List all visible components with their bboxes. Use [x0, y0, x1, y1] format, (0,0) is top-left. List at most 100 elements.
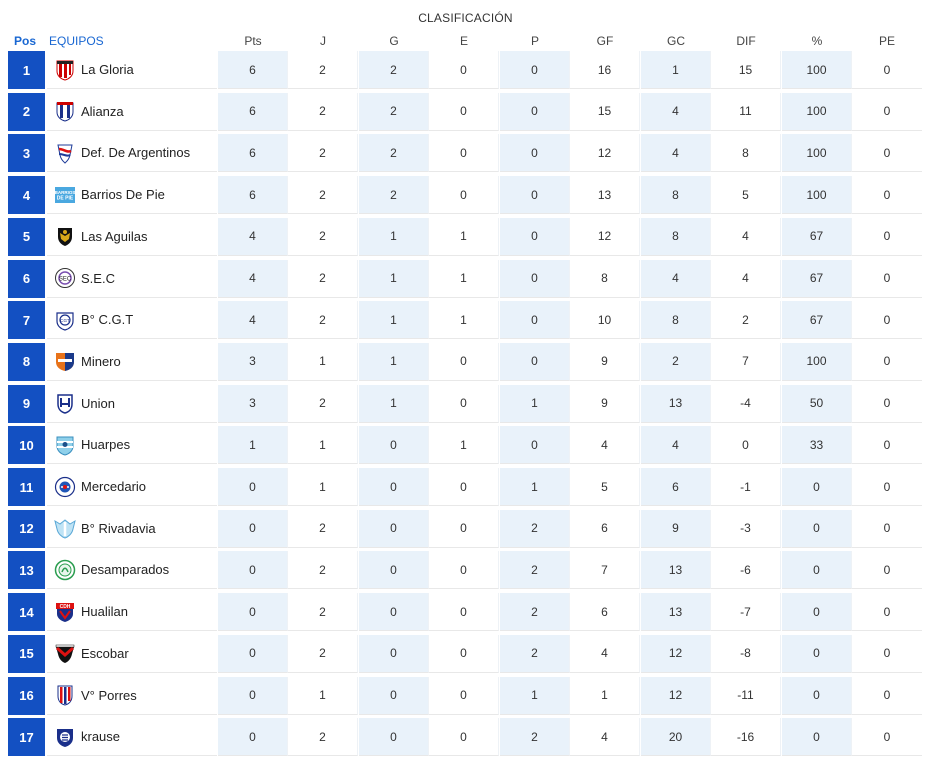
- escobar-crest-icon: [54, 642, 76, 664]
- team-cell[interactable]: V° Porres: [47, 677, 217, 715]
- team-cell[interactable]: Union: [47, 385, 217, 423]
- team-name: La Gloria: [81, 62, 134, 77]
- la-gloria-crest-icon: [54, 59, 76, 81]
- cell-pe: 0: [852, 635, 922, 673]
- mercedario-crest-icon: [54, 476, 76, 498]
- cell-p: 0: [500, 426, 570, 465]
- cell-dif: 0: [711, 426, 781, 465]
- cell-pts: 0: [218, 634, 288, 673]
- cell-p: 2: [500, 509, 570, 548]
- cell-e: 0: [429, 634, 499, 673]
- cell-j: 2: [288, 593, 358, 632]
- cell-g: 0: [359, 718, 429, 757]
- team-cell[interactable]: SEC S.E.C: [47, 260, 217, 298]
- team-cell[interactable]: Mercedario: [47, 468, 217, 506]
- table-row: 6 SEC S.E.C 4 2 1 1 0 8 4 4 67 0: [0, 259, 931, 298]
- cell-pts: 0: [218, 718, 288, 757]
- cell-pe: 0: [852, 468, 922, 506]
- header-pct[interactable]: %: [811, 34, 823, 48]
- team-name: Hualilan: [81, 604, 128, 620]
- header-g[interactable]: G: [389, 34, 399, 48]
- header-team[interactable]: EQUIPOS: [49, 34, 104, 48]
- team-name: Minero: [81, 353, 121, 369]
- cell-pe: 0: [852, 343, 922, 381]
- team-cell[interactable]: Escobar: [47, 635, 217, 673]
- cell-pct: 0: [782, 676, 852, 715]
- cell-j: 2: [288, 134, 358, 173]
- cell-e: 1: [429, 217, 499, 256]
- team-cell[interactable]: BARRIOS DE PIE Barrios De Pie: [47, 176, 217, 215]
- team-cell[interactable]: Huarpes: [47, 426, 217, 465]
- cell-pct: 0: [782, 593, 852, 632]
- cell-dif: -1: [711, 468, 781, 506]
- team-cell[interactable]: Desamparados: [47, 551, 217, 590]
- cell-gf: 7: [570, 551, 640, 590]
- team-cell[interactable]: Las Aguilas: [47, 218, 217, 256]
- table-row: 8 Minero 3 1 1 0 0 9 2 7 100 0: [0, 342, 931, 381]
- team-cell[interactable]: Minero: [47, 343, 217, 381]
- team-cell[interactable]: krause: [47, 718, 217, 757]
- cell-gf: 16: [570, 51, 640, 89]
- header-pts[interactable]: Pts: [244, 34, 262, 48]
- header-gc[interactable]: GC: [667, 34, 685, 48]
- table-row: 12 B° Rivadavia 0 2 0 0 2 6 9 -3 0 0: [0, 509, 931, 548]
- header-pos[interactable]: Pos: [14, 34, 37, 48]
- cell-e: 0: [429, 468, 499, 506]
- table-header: Pos EQUIPOS Pts J G E P GF GC DIF % PE: [0, 33, 931, 49]
- cell-dif: -3: [711, 509, 781, 548]
- cell-pts: 4: [218, 217, 288, 256]
- team-cell[interactable]: La Gloria: [47, 51, 217, 89]
- team-name: Def. De Argentinos: [81, 145, 191, 161]
- cell-e: 0: [429, 551, 499, 590]
- team-cell[interactable]: CDH Hualilan: [47, 593, 217, 632]
- cell-gf: 13: [570, 176, 640, 215]
- cell-dif: 2: [711, 301, 781, 340]
- cell-e: 1: [429, 301, 499, 340]
- header-e[interactable]: E: [459, 34, 468, 48]
- header-dif[interactable]: DIF: [736, 34, 756, 48]
- cell-g: 0: [359, 634, 429, 673]
- cell-j: 1: [288, 468, 358, 506]
- table-row: 1 La Gloria 6 2 2 0 0 16 1 15 100 0: [0, 51, 931, 89]
- cell-dif: -11: [711, 676, 781, 715]
- position-badge: 11: [8, 468, 45, 506]
- position-badge: 17: [8, 718, 45, 757]
- header-gf[interactable]: GF: [596, 34, 614, 48]
- team-cell[interactable]: Def. De Argentinos: [47, 134, 217, 173]
- cell-pe: 0: [852, 718, 922, 757]
- header-p[interactable]: P: [530, 34, 539, 48]
- team-cell[interactable]: Alianza: [47, 93, 217, 131]
- table-title: CLASIFICACIÓN: [418, 11, 513, 25]
- header-j[interactable]: J: [320, 34, 326, 48]
- team-name: Las Aguilas: [81, 228, 148, 244]
- cell-e: 1: [429, 426, 499, 465]
- cell-pts: 6: [218, 92, 288, 131]
- team-name: Alianza: [81, 103, 124, 119]
- cell-p: 0: [500, 342, 570, 381]
- cell-gf: 4: [570, 718, 640, 757]
- team-cell[interactable]: CGT B° C.G.T: [47, 301, 217, 340]
- cell-j: 2: [288, 92, 358, 131]
- svg-text:DE PIE: DE PIE: [57, 195, 74, 201]
- team-cell[interactable]: B° Rivadavia: [47, 510, 217, 548]
- cell-pct: 33: [782, 426, 852, 465]
- position-badge: 10: [8, 426, 45, 465]
- cell-pts: 0: [218, 468, 288, 506]
- header-pe[interactable]: PE: [878, 34, 895, 48]
- cell-dif: 5: [711, 176, 781, 215]
- cell-pe: 0: [852, 385, 922, 423]
- cell-dif: 4: [711, 217, 781, 256]
- table-row: 17 krause 0 2 0 0 2 4 20 -16 0 0: [0, 718, 931, 757]
- table-row: 16 V° Porres 0 1 0 0 1 1 12 -11 0 0: [0, 676, 931, 715]
- cell-p: 0: [500, 51, 570, 89]
- table-row: 3 Def. De Argentinos 6 2 2 0 0 12 4 8 100 0: [0, 134, 931, 173]
- cell-j: 2: [288, 301, 358, 340]
- svg-text:CGT: CGT: [60, 318, 70, 323]
- cell-dif: 4: [711, 259, 781, 298]
- cell-gc: 9: [641, 509, 711, 548]
- cell-pe: 0: [852, 218, 922, 256]
- cell-pct: 0: [782, 634, 852, 673]
- cell-gc: 13: [641, 551, 711, 590]
- cell-j: 2: [288, 384, 358, 423]
- cell-pe: 0: [852, 301, 922, 340]
